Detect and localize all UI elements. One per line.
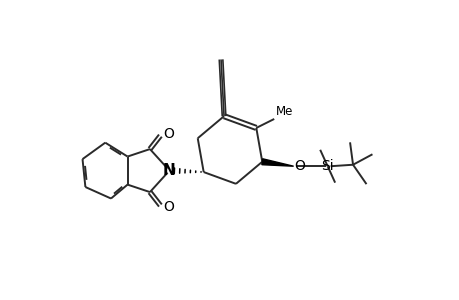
- Text: Si: Si: [321, 159, 333, 173]
- Text: N: N: [162, 163, 175, 178]
- Text: O: O: [162, 127, 174, 141]
- Text: O: O: [294, 159, 305, 173]
- Text: Me: Me: [275, 105, 292, 118]
- Text: O: O: [162, 200, 174, 214]
- Polygon shape: [261, 159, 293, 166]
